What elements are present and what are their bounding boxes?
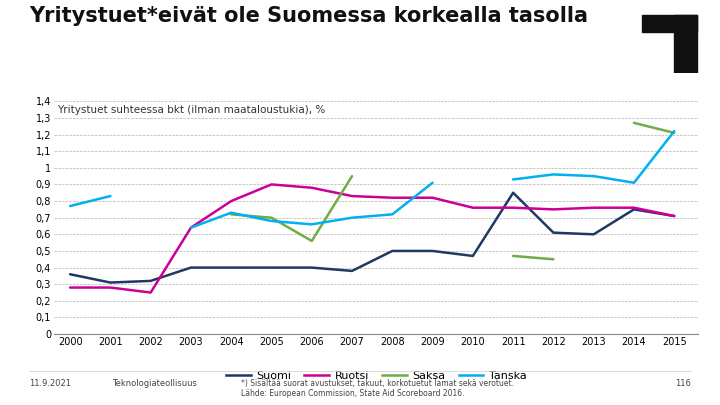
Legend: Suomi, Ruotsi, Saksa, Tanska: Suomi, Ruotsi, Saksa, Tanska bbox=[222, 367, 531, 385]
Text: Teknologiateollisuus: Teknologiateollisuus bbox=[112, 379, 197, 388]
Text: Yritystuet*eivät ole Suomessa korkealla tasolla: Yritystuet*eivät ole Suomessa korkealla … bbox=[29, 6, 588, 26]
Bar bbox=[642, 15, 698, 32]
Text: 116: 116 bbox=[675, 379, 691, 388]
Text: 11.9.2021: 11.9.2021 bbox=[29, 379, 71, 388]
Bar bbox=[674, 15, 698, 73]
Text: *) Sisältää suorat avustukset, takuut, korkotuetut lamat sekä verotuet.
Lähde: E: *) Sisältää suorat avustukset, takuut, k… bbox=[241, 379, 514, 398]
Text: Yritystuet suhteessa bkt (ilman maataloustukia), %: Yritystuet suhteessa bkt (ilman maatalou… bbox=[57, 105, 325, 115]
